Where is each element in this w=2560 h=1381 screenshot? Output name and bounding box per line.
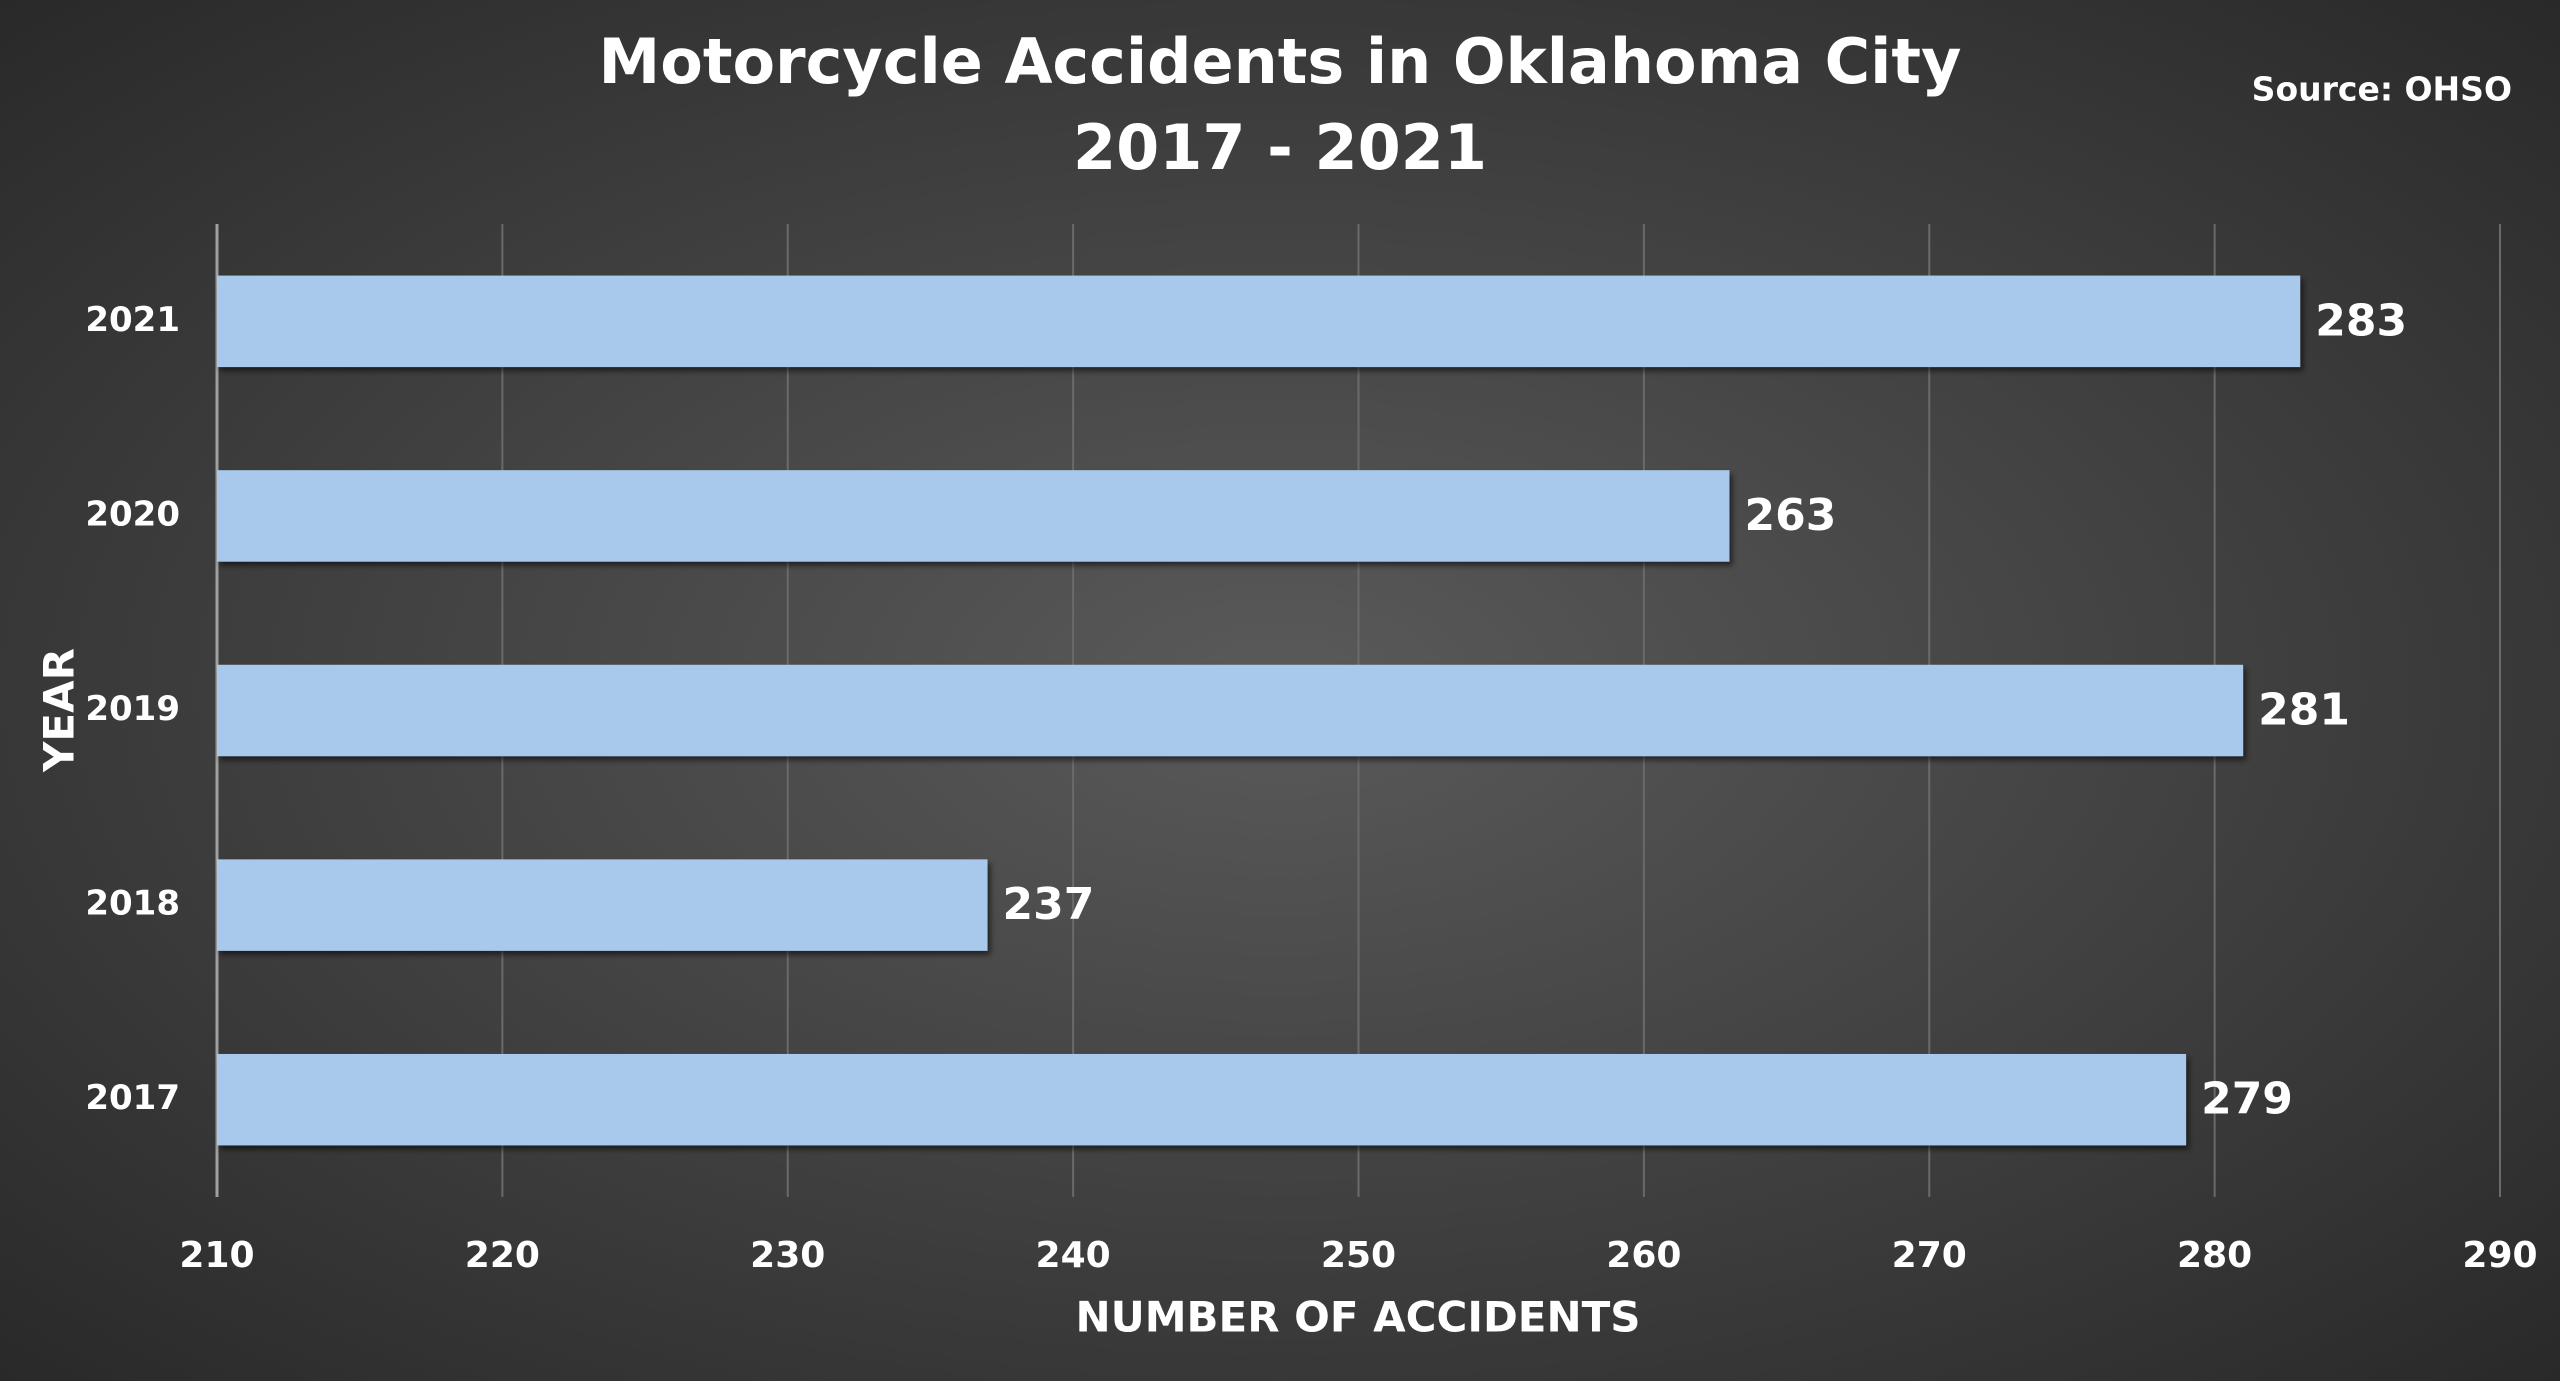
x-tick-label: 280 <box>2177 1235 2252 1276</box>
x-tick-label: 220 <box>465 1235 540 1276</box>
value-label: 263 <box>1744 490 1836 541</box>
bar <box>217 859 988 951</box>
x-tick-label: 250 <box>1321 1235 1396 1276</box>
y-tick-label: 2017 <box>85 1078 180 1118</box>
x-tick-label: 290 <box>2462 1235 2537 1276</box>
bar <box>217 470 1730 562</box>
y-tick-label: 2021 <box>85 300 180 340</box>
bar <box>217 275 2301 368</box>
x-tick-label: 260 <box>1606 1235 1681 1276</box>
chart-title: Motorcycle Accidents in Oklahoma City <box>599 25 1962 98</box>
x-tick-label: 210 <box>179 1235 254 1276</box>
x-axis-label: NUMBER OF ACCIDENTS <box>1075 1293 1640 1342</box>
y-tick-label: 2019 <box>85 689 180 729</box>
value-label: 279 <box>2201 1074 2293 1125</box>
y-axis-label: YEAR <box>35 648 84 773</box>
source-note: Source: OHSO <box>2252 70 2512 109</box>
x-tick-label: 240 <box>1036 1235 1111 1276</box>
value-label: 237 <box>1003 879 1095 930</box>
chart-subtitle: 2017 - 2021 <box>1073 111 1487 184</box>
y-tick-label: 2018 <box>85 884 180 924</box>
bar <box>217 664 2244 757</box>
x-tick-label: 270 <box>1892 1235 1967 1276</box>
y-tick-label: 2020 <box>85 494 180 534</box>
bar <box>217 1053 2187 1146</box>
value-label: 281 <box>2258 685 2350 736</box>
value-label: 283 <box>2315 295 2407 346</box>
plot-area: 210 220 230 240 250 260 270 280 290 2021 283 2020 26… <box>85 224 2538 1276</box>
x-tick-label: 230 <box>750 1235 825 1276</box>
